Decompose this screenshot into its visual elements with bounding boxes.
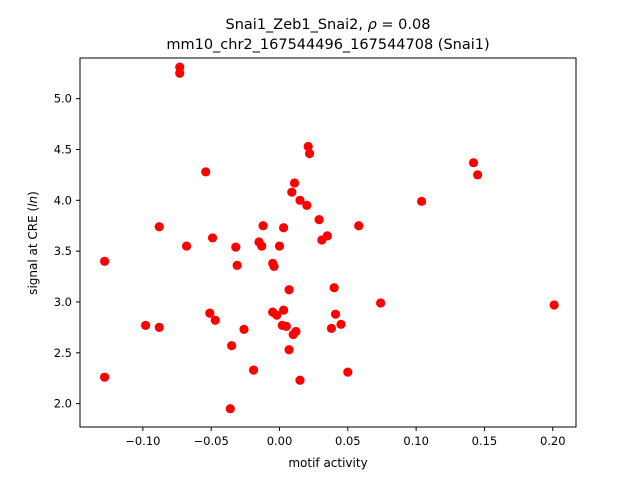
data-point-44 xyxy=(326,323,337,333)
y-axis-label-suffix: ) xyxy=(26,191,40,196)
data-point-6 xyxy=(473,170,483,180)
y-tick-label-1: 2.5 xyxy=(54,346,72,360)
y-axis-label-italic: ln xyxy=(26,196,40,207)
data-point-16 xyxy=(278,223,289,233)
data-point-11 xyxy=(302,200,312,210)
y-tick-label-0: 2.0 xyxy=(54,397,72,411)
data-point-36 xyxy=(330,309,341,319)
data-point-38 xyxy=(210,315,220,325)
data-point-12 xyxy=(314,215,324,225)
data-point-27 xyxy=(232,260,242,270)
y-tick-label-3: 3.5 xyxy=(54,244,72,258)
data-point-19 xyxy=(317,235,327,245)
x-axis-label: motif activity xyxy=(288,456,367,470)
data-point-32 xyxy=(549,300,559,310)
x-tick-label-4: 0.10 xyxy=(403,434,429,448)
data-point-35 xyxy=(205,308,215,318)
data-point-13 xyxy=(258,221,268,231)
data-point-40 xyxy=(140,320,151,330)
data-point-2 xyxy=(303,141,313,152)
data-point-23 xyxy=(274,241,285,251)
y-tick-label-2: 3.0 xyxy=(54,295,72,309)
data-point-39 xyxy=(336,319,346,329)
y-tick-label-5: 4.5 xyxy=(54,142,72,156)
x-tick-label-1: −0.05 xyxy=(194,434,229,448)
data-point-14 xyxy=(354,221,364,231)
plot-area: −0.10 −0.05 0.00 0.05 0.10 0.15 0.20 2.0 2.5 3.0 3… xyxy=(54,57,577,448)
data-point-4 xyxy=(468,158,479,168)
x-tick-label-0: −0.10 xyxy=(125,434,160,448)
data-point-1 xyxy=(175,68,185,78)
data-point-25 xyxy=(100,256,110,266)
data-point-24 xyxy=(231,242,241,252)
x-tick-label-6: 0.20 xyxy=(540,434,566,448)
data-point-45 xyxy=(239,324,249,335)
title-rho-symbol: ρ xyxy=(368,17,378,33)
data-point-3 xyxy=(304,148,315,159)
y-tick-label-6: 5.0 xyxy=(54,92,72,106)
data-point-7 xyxy=(289,178,300,188)
x-tick-label-2: 0.00 xyxy=(267,434,293,448)
data-point-43 xyxy=(154,322,164,332)
data-point-10 xyxy=(417,196,427,206)
y-axis-label-prefix: signal at CRE ( xyxy=(26,207,40,295)
data-point-42 xyxy=(281,321,291,331)
data-point-22 xyxy=(181,241,192,251)
x-tick-label-5: 0.15 xyxy=(472,434,498,448)
y-tick-label-4: 4.0 xyxy=(54,193,72,207)
y-axis-label: signal at CRE (ln) xyxy=(26,191,40,295)
data-point-54 xyxy=(225,404,235,414)
data-point-53 xyxy=(295,375,305,385)
data-point-37 xyxy=(272,310,282,320)
data-point-5 xyxy=(201,167,211,177)
data-point-47 xyxy=(288,329,298,340)
data-point-15 xyxy=(154,222,164,232)
plot-frame xyxy=(79,57,577,428)
data-point-30 xyxy=(284,285,294,295)
data-point-18 xyxy=(207,233,218,243)
chart-title-line2: mm10_chr2_167544496_167544708 (Snai1) xyxy=(166,37,489,53)
data-point-49 xyxy=(284,345,294,355)
data-point-9 xyxy=(295,195,305,205)
data-point-31 xyxy=(376,298,386,308)
title-line1-suffix: = 0.08 xyxy=(377,17,431,33)
x-tick-label-3: 0.05 xyxy=(335,434,361,448)
title-line1-prefix: Snai1_Zeb1_Snai2, xyxy=(226,17,368,33)
data-point-8 xyxy=(287,187,297,197)
data-point-50 xyxy=(248,365,259,375)
data-point-29 xyxy=(329,283,339,293)
data-point-48 xyxy=(227,341,237,351)
data-point-33 xyxy=(278,305,289,315)
data-point-51 xyxy=(343,367,353,377)
data-point-28 xyxy=(269,261,279,271)
chart-title-line1: Snai1_Zeb1_Snai2, ρ = 0.08 xyxy=(226,17,431,33)
data-point-21 xyxy=(257,241,267,251)
data-point-52 xyxy=(100,372,110,382)
